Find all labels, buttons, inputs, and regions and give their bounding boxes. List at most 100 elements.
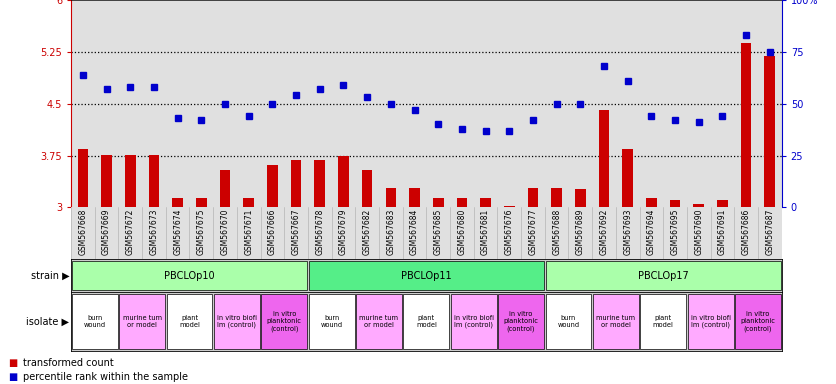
Text: GSM567683: GSM567683 — [386, 209, 395, 255]
Bar — [551, 188, 562, 207]
Bar — [220, 170, 231, 207]
Bar — [670, 200, 681, 207]
Text: PBCLOp11: PBCLOp11 — [401, 270, 451, 281]
Bar — [646, 198, 657, 207]
Bar — [451, 294, 497, 349]
Bar — [120, 294, 165, 349]
Text: murine tum
or model: murine tum or model — [359, 315, 399, 328]
Bar — [172, 199, 183, 207]
Bar — [78, 149, 89, 207]
Bar — [125, 155, 135, 207]
Bar — [356, 294, 402, 349]
Text: ■: ■ — [8, 358, 18, 368]
Bar — [764, 56, 775, 207]
Text: in vitro
planktonic
(control): in vitro planktonic (control) — [267, 311, 302, 332]
Text: GSM567692: GSM567692 — [599, 209, 609, 255]
Text: burn
wound: burn wound — [84, 315, 106, 328]
Text: murine tum
or model: murine tum or model — [123, 315, 161, 328]
Text: strain ▶: strain ▶ — [31, 270, 69, 281]
Text: GSM567673: GSM567673 — [150, 209, 159, 255]
Bar — [196, 199, 206, 207]
Bar — [362, 170, 373, 207]
Bar — [693, 204, 704, 207]
Text: GSM567685: GSM567685 — [434, 209, 443, 255]
Bar — [291, 160, 302, 207]
Bar — [593, 294, 639, 349]
Text: GSM567668: GSM567668 — [79, 209, 88, 255]
Text: murine tum
or model: murine tum or model — [596, 315, 635, 328]
Bar — [498, 294, 544, 349]
Text: burn
wound: burn wound — [558, 315, 579, 328]
Text: isolate ▶: isolate ▶ — [27, 316, 69, 327]
Bar — [456, 198, 467, 207]
Text: in vitro biofi
lm (control): in vitro biofi lm (control) — [691, 315, 731, 328]
Bar — [72, 294, 118, 349]
Bar — [338, 156, 349, 207]
Text: plant
model: plant model — [653, 315, 674, 328]
Text: GSM567674: GSM567674 — [173, 209, 182, 255]
Bar — [528, 188, 538, 207]
Text: in vitro biofi
lm (control): in vitro biofi lm (control) — [454, 315, 494, 328]
Text: PBCLOp10: PBCLOp10 — [164, 270, 215, 281]
Text: ■: ■ — [8, 372, 18, 382]
Text: transformed count: transformed count — [23, 358, 115, 368]
Bar — [640, 294, 686, 349]
Bar — [166, 294, 212, 349]
Text: GSM567686: GSM567686 — [742, 209, 751, 255]
Bar — [735, 294, 781, 349]
Text: percentile rank within the sample: percentile rank within the sample — [23, 372, 188, 382]
Bar — [385, 188, 396, 207]
Bar — [101, 155, 112, 207]
Bar — [308, 294, 354, 349]
Bar — [688, 294, 733, 349]
Text: GSM567666: GSM567666 — [268, 209, 277, 255]
Text: in vitro biofi
lm (control): in vitro biofi lm (control) — [217, 315, 257, 328]
Bar — [741, 43, 752, 207]
Bar — [72, 261, 307, 290]
Bar — [267, 164, 278, 207]
Text: GSM567689: GSM567689 — [576, 209, 585, 255]
Text: GSM567670: GSM567670 — [221, 209, 230, 255]
Bar — [149, 155, 160, 207]
Text: GSM567681: GSM567681 — [481, 209, 490, 255]
Text: plant
model: plant model — [416, 315, 436, 328]
Text: burn
wound: burn wound — [320, 315, 343, 328]
Text: GSM567678: GSM567678 — [315, 209, 324, 255]
Bar — [262, 294, 307, 349]
Text: GSM567667: GSM567667 — [292, 209, 301, 255]
Text: GSM567671: GSM567671 — [244, 209, 253, 255]
Bar — [575, 189, 586, 207]
Text: GSM567688: GSM567688 — [552, 209, 561, 255]
Text: GSM567676: GSM567676 — [505, 209, 514, 255]
Text: GSM567675: GSM567675 — [196, 209, 206, 255]
Text: in vitro
planktonic
(control): in vitro planktonic (control) — [741, 311, 776, 332]
Text: GSM567690: GSM567690 — [694, 209, 703, 255]
Text: GSM567669: GSM567669 — [102, 209, 111, 255]
Bar — [622, 149, 633, 207]
Bar — [717, 200, 728, 207]
Text: GSM567693: GSM567693 — [623, 209, 632, 255]
Bar — [546, 294, 591, 349]
Text: GSM567694: GSM567694 — [647, 209, 656, 255]
Bar — [308, 261, 544, 290]
Bar — [314, 160, 325, 207]
Text: GSM567684: GSM567684 — [410, 209, 419, 255]
Bar — [409, 188, 420, 207]
Bar — [214, 294, 260, 349]
Text: in vitro
planktonic
(control): in vitro planktonic (control) — [503, 311, 538, 332]
Bar — [504, 206, 515, 207]
Text: GSM567677: GSM567677 — [528, 209, 538, 255]
Text: PBCLOp17: PBCLOp17 — [638, 270, 689, 281]
Bar — [433, 198, 444, 207]
Bar — [404, 294, 449, 349]
Text: GSM567687: GSM567687 — [765, 209, 774, 255]
Bar — [599, 110, 609, 207]
Text: GSM567691: GSM567691 — [718, 209, 727, 255]
Bar — [546, 261, 781, 290]
Bar — [480, 198, 491, 207]
Text: GSM567679: GSM567679 — [339, 209, 348, 255]
Text: plant
model: plant model — [179, 315, 200, 328]
Bar — [243, 199, 254, 207]
Text: GSM567672: GSM567672 — [125, 209, 135, 255]
Text: GSM567682: GSM567682 — [363, 209, 372, 255]
